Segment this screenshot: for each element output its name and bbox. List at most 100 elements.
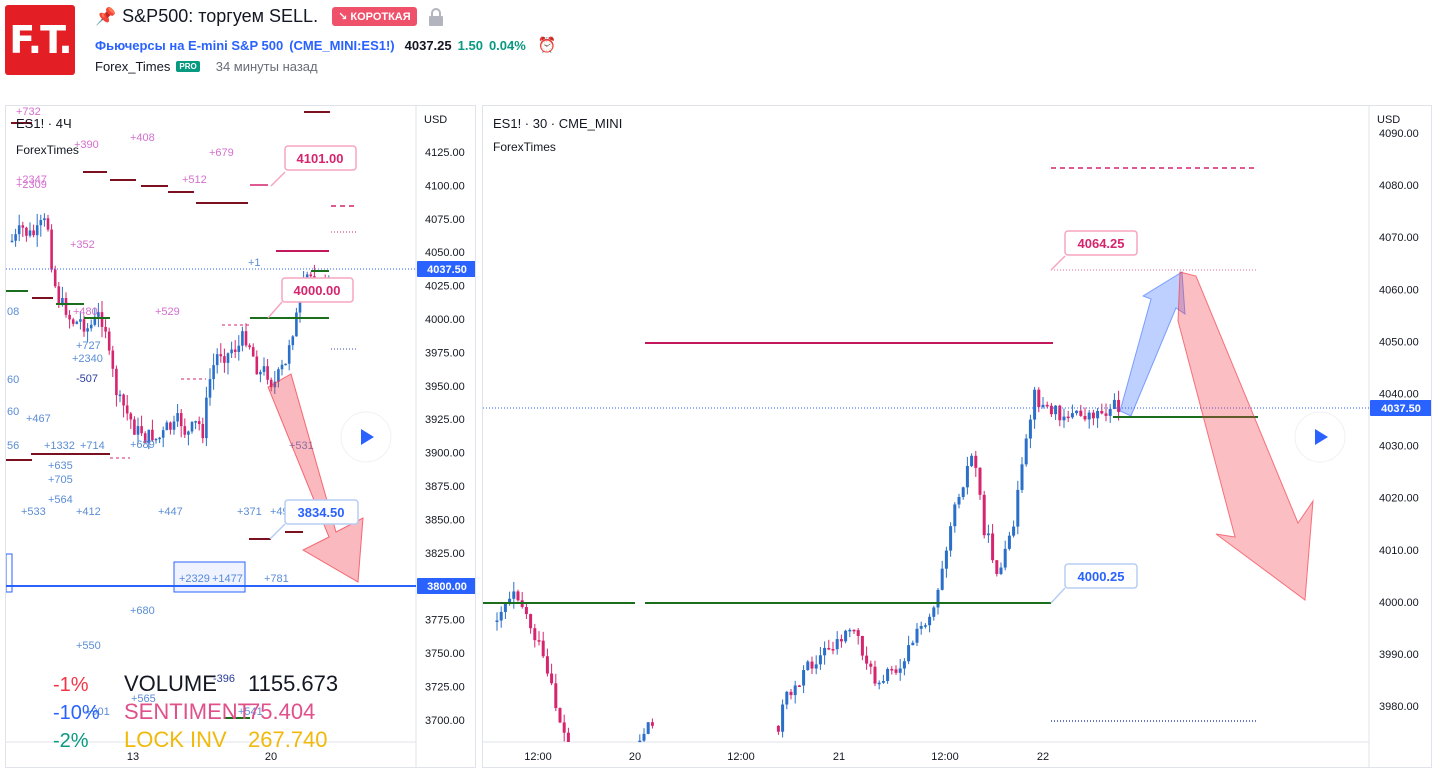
cluster-label: +679 xyxy=(209,147,234,159)
right-y-tick: 4030.00 xyxy=(1379,441,1419,453)
right-candle-body xyxy=(1087,412,1091,420)
symbol-code-link[interactable]: (CME_MINI:ES1!) xyxy=(289,37,395,53)
right-candle-body xyxy=(1066,416,1070,419)
left-candle-body xyxy=(89,324,93,329)
right-candle-body xyxy=(982,494,986,536)
callout-4064[interactable]: 4064.25 xyxy=(1050,230,1138,271)
cluster-label: +781 xyxy=(264,573,289,585)
cluster-label: +408 xyxy=(130,132,155,144)
left-candle-body xyxy=(140,426,143,434)
cluster-label: +1477 xyxy=(212,573,243,585)
callout-4101[interactable]: 4101.00 xyxy=(270,145,357,187)
left-candle-body xyxy=(205,397,208,439)
cluster-label: +467 xyxy=(26,413,51,425)
left-candle-body xyxy=(237,345,241,352)
callout-label: 3834.50 xyxy=(298,505,345,520)
left-candle-body xyxy=(273,381,277,388)
left-candle-body xyxy=(129,413,133,420)
stat-value: 75.404 xyxy=(248,699,315,724)
cluster-label: +2340 xyxy=(72,353,103,365)
bullish-projection-arrow[interactable] xyxy=(1119,271,1186,417)
right-candle-body xyxy=(974,455,978,468)
left-y-tick: 4025.00 xyxy=(425,281,465,293)
right-candle-body xyxy=(558,708,562,723)
right-candle-body xyxy=(562,722,566,733)
right-candle-body xyxy=(1003,548,1007,568)
left-candle-body xyxy=(262,366,266,372)
right-candle-body xyxy=(1049,405,1053,415)
highlight-box[interactable] xyxy=(173,561,246,593)
cluster-label: 60 xyxy=(7,406,19,418)
right-candle-body xyxy=(869,663,873,667)
symbol-name-link[interactable]: Фьючерсы на E-mini S&P 500 xyxy=(95,37,284,53)
right-candle-body xyxy=(814,664,818,669)
callout-4000[interactable]: 4000.00 xyxy=(267,277,354,319)
callout-4000[interactable]: 4000.25 xyxy=(1050,563,1138,604)
left-candle-body xyxy=(154,438,158,441)
left-candle-body xyxy=(284,363,287,366)
right-candle-body xyxy=(508,598,512,603)
cluster-label: +635 xyxy=(48,460,73,472)
left-candle-body xyxy=(295,312,298,337)
alarm-clock-icon[interactable]: ⏰ xyxy=(537,37,557,54)
left-candle-body xyxy=(266,366,269,380)
price-change-percent: 0.04% xyxy=(488,37,526,53)
right-candle-body xyxy=(991,533,995,561)
right-candle-body xyxy=(953,504,957,527)
right-y-tick: 4090.00 xyxy=(1379,128,1419,140)
left-candle-body xyxy=(53,269,57,287)
left-candle-body xyxy=(147,429,151,443)
left-candle-body xyxy=(161,430,165,438)
right-candle-body xyxy=(865,655,869,664)
lock-icon xyxy=(428,7,443,26)
right-candle-body xyxy=(940,568,944,590)
cluster-label: +550 xyxy=(76,640,101,652)
svg-text:3800.00: 3800.00 xyxy=(427,581,467,593)
right-current-price-tag: 4037.50 xyxy=(1370,400,1431,416)
right-candle-body xyxy=(554,683,558,709)
cluster-label: +705 xyxy=(48,474,73,486)
callout-label: 4064.25 xyxy=(1078,236,1125,251)
left-candle-body xyxy=(201,423,205,439)
bearish-projection-arrow[interactable] xyxy=(267,373,364,583)
left-candle-body xyxy=(17,225,21,235)
right-candle-body xyxy=(911,642,915,646)
right-candle-body xyxy=(1117,399,1121,412)
left-candle-body xyxy=(158,437,161,440)
right-chart[interactable]: 4090.00 4080.00 4070.00 4060.00 4050.00 4040.… xyxy=(483,106,1432,768)
right-candle-body xyxy=(516,591,520,601)
right-candle-body xyxy=(512,591,516,599)
bearish-projection-arrow[interactable] xyxy=(1177,271,1314,601)
right-candle-body xyxy=(537,640,541,642)
left-candle-body xyxy=(183,426,187,435)
right-chart-panel[interactable]: 4090.00 4080.00 4070.00 4060.00 4050.00 4040.… xyxy=(482,105,1432,768)
author-name[interactable]: Forex_Times xyxy=(95,59,171,74)
cluster-label: +49 xyxy=(270,506,289,518)
cluster-label: +565 xyxy=(131,693,156,705)
right-candle-body xyxy=(1096,410,1100,419)
left-candle-body xyxy=(280,364,284,370)
left-y-tick: 3825.00 xyxy=(425,548,465,560)
right-play-button[interactable] xyxy=(1294,411,1346,463)
right-candle-body xyxy=(810,661,814,669)
left-chart[interactable]: 4125.00 4100.00 4075.00 4050.00 4025.00 4000.… xyxy=(6,106,476,768)
right-candle-body xyxy=(529,614,533,629)
left-candle-body xyxy=(165,422,169,431)
left-author-label: ForexTimes xyxy=(16,143,79,157)
left-candle-body xyxy=(107,331,111,351)
callout-3834[interactable]: 3834.50 xyxy=(269,499,359,540)
left-candle-body xyxy=(298,293,302,313)
cluster-label: +1 xyxy=(248,257,261,269)
left-chart-panel[interactable]: 4125.00 4100.00 4075.00 4050.00 4025.00 4000.… xyxy=(5,105,476,768)
symbol-price: 4037.25 xyxy=(404,37,452,53)
cluster-label: +371 xyxy=(237,506,262,518)
left-candle-body xyxy=(255,356,259,375)
right-candle-body xyxy=(928,616,932,626)
right-candle-body xyxy=(856,630,860,636)
right-y-tick: 3980.00 xyxy=(1379,701,1419,713)
left-play-button[interactable] xyxy=(340,411,392,463)
author-logo[interactable]: F.T. xyxy=(5,5,75,75)
right-candle-body xyxy=(1037,389,1041,408)
left-candle-body xyxy=(291,336,295,346)
right-candle-body xyxy=(932,607,936,617)
